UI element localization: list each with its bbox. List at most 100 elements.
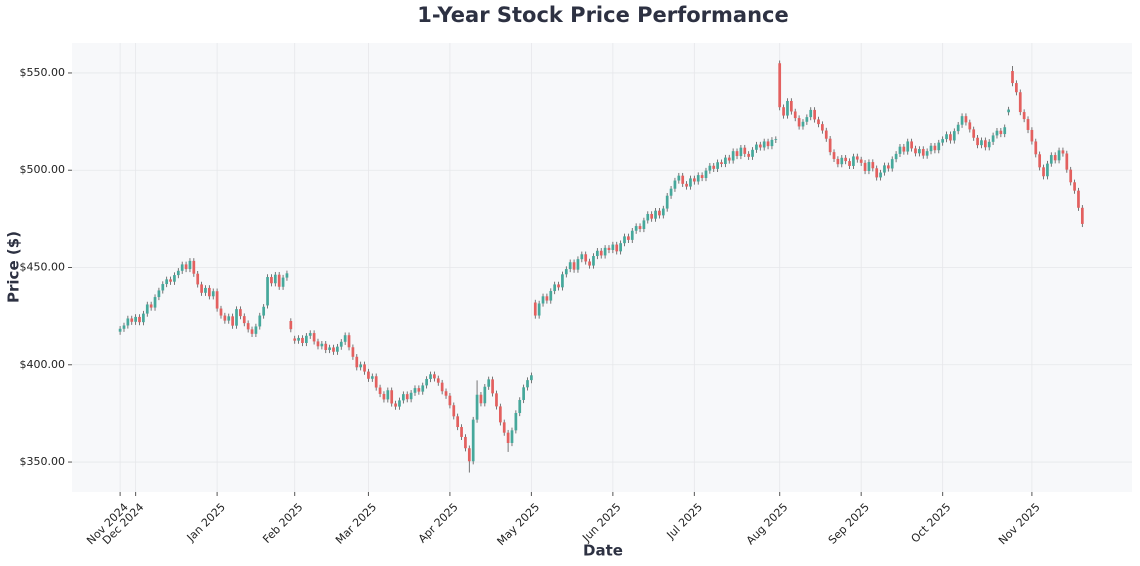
candle-body: [817, 119, 820, 125]
candle-body: [941, 139, 945, 143]
candle-body: [1053, 155, 1057, 161]
candle-body: [677, 175, 681, 181]
candle-body: [937, 142, 941, 151]
candle-body: [456, 416, 460, 428]
candle-body: [852, 156, 855, 166]
candle-body: [906, 141, 910, 152]
candle-body: [506, 432, 510, 443]
candle-body: [336, 346, 339, 352]
candle-body: [968, 122, 972, 130]
candle-body: [347, 335, 351, 348]
x-tick-label: Sep 2025: [826, 501, 872, 547]
candle-body: [289, 320, 293, 330]
candle-body: [661, 208, 665, 216]
candle-body: [755, 144, 758, 150]
candle-body: [184, 264, 188, 270]
y-tick-label: $350.00: [20, 455, 66, 468]
candle-body: [929, 145, 933, 152]
candle-body: [495, 393, 498, 407]
candle-body: [122, 325, 126, 329]
candle-body: [188, 260, 192, 270]
candle-body: [246, 323, 250, 330]
candle-body: [285, 273, 289, 278]
candle-body: [196, 273, 200, 285]
candle-body: [541, 296, 545, 304]
candle-body: [118, 328, 122, 332]
candle-body: [809, 109, 813, 118]
candle-body: [378, 387, 382, 394]
candle-body: [964, 116, 968, 123]
candle-body: [592, 256, 595, 266]
candle-body: [1080, 207, 1084, 224]
candle-body: [727, 157, 731, 161]
candle-body: [561, 274, 564, 288]
candle-body: [498, 406, 502, 423]
candle-body: [545, 296, 549, 301]
candle-body: [351, 347, 355, 357]
candle-body: [394, 403, 397, 407]
candle-body: [1034, 141, 1038, 155]
candle-body: [219, 308, 223, 316]
candle-body: [572, 262, 576, 270]
candle-body: [855, 156, 859, 160]
candle-body: [242, 316, 246, 324]
candle-body: [332, 347, 335, 352]
candle-body: [658, 210, 661, 216]
candle-body: [828, 138, 832, 153]
candle-body: [894, 153, 898, 160]
y-axis-label: Price ($): [5, 231, 23, 303]
candle-body: [1015, 83, 1018, 93]
candle-body: [987, 141, 991, 148]
x-tick-label: May 2025: [495, 501, 543, 549]
y-tick-label: $500.00: [20, 163, 66, 176]
candle-body: [952, 131, 956, 141]
candle-body: [382, 393, 386, 400]
candle-body: [844, 157, 848, 162]
candle-body: [999, 130, 1003, 135]
candle-body: [510, 430, 514, 443]
candle-body: [425, 378, 428, 386]
candle-body: [134, 316, 137, 322]
candle-body: [180, 264, 184, 271]
candle-body: [231, 316, 234, 326]
candle-body: [716, 162, 719, 169]
candle-body: [708, 165, 712, 171]
candle-body: [293, 338, 297, 341]
candle-body: [304, 335, 308, 343]
candle-body: [312, 333, 316, 342]
candle-body: [782, 107, 785, 116]
candle-body: [475, 394, 479, 420]
candle-body: [324, 343, 328, 350]
candle-body: [250, 329, 254, 334]
candle-body: [615, 244, 619, 252]
candle-body: [1026, 119, 1030, 130]
candle-body: [902, 146, 906, 152]
x-tick-label: Aug 2025: [744, 501, 791, 548]
candle-body: [867, 162, 871, 172]
candle-body: [576, 259, 580, 270]
candle-body: [176, 270, 180, 276]
candle-body: [770, 139, 774, 147]
candle-body: [983, 140, 987, 148]
candle-body: [731, 151, 735, 161]
candle-body: [805, 117, 809, 122]
candle-body: [522, 387, 525, 400]
candle-body: [859, 159, 863, 163]
candle-body: [960, 116, 964, 125]
candle-body: [165, 279, 169, 285]
candle-body: [192, 260, 196, 274]
candle-body: [875, 168, 879, 178]
candle-body: [464, 436, 467, 449]
candle-body: [452, 405, 456, 417]
candle-body: [914, 148, 917, 154]
candle-body: [1057, 150, 1061, 161]
candle-body: [650, 214, 654, 219]
candle-body: [479, 394, 483, 404]
candle-body: [533, 302, 537, 316]
candle-body: [619, 243, 622, 252]
candle-body: [1030, 129, 1034, 142]
candle-body: [239, 309, 242, 317]
candle-body: [200, 284, 203, 293]
candle-body: [448, 395, 452, 406]
candle-body: [724, 157, 727, 165]
